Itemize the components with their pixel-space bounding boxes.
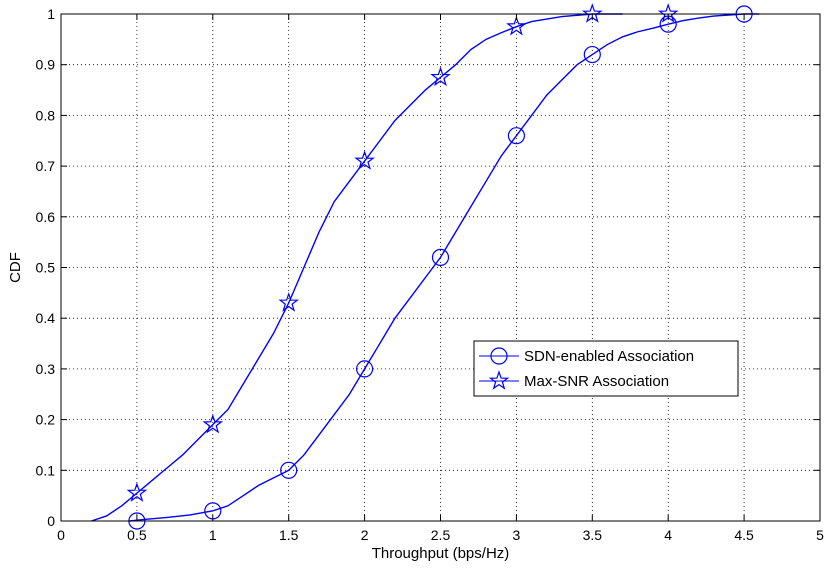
series-line bbox=[91, 13, 623, 522]
data-point-circle bbox=[280, 461, 298, 479]
legend-box bbox=[473, 340, 739, 397]
x-tick-label: 1 bbox=[209, 527, 217, 543]
y-tick-label: 0.2 bbox=[36, 412, 56, 428]
x-tick-label: 1.5 bbox=[279, 527, 299, 543]
data-point-star bbox=[430, 66, 451, 87]
data-point-star bbox=[506, 15, 527, 36]
data-point-star bbox=[126, 482, 148, 502]
x-tick-label: 3.5 bbox=[583, 527, 603, 543]
data-point-star bbox=[202, 413, 224, 434]
x-tick-label: 3 bbox=[513, 527, 521, 543]
y-tick-label: 0.4 bbox=[36, 310, 56, 326]
y-tick-label: 0.3 bbox=[36, 361, 56, 377]
y-tick-label: 0 bbox=[47, 513, 55, 529]
data-point-circle bbox=[356, 360, 374, 378]
data-point-star bbox=[354, 150, 375, 170]
x-tick-label: 0.5 bbox=[127, 527, 147, 543]
y-tick-label: 0.5 bbox=[36, 260, 56, 276]
y-tick-label: 0.9 bbox=[36, 57, 56, 73]
y-tick-label: 0.6 bbox=[36, 209, 56, 225]
y-tick-label: 0.7 bbox=[36, 158, 56, 174]
ticks: 0 0.5 1 1.5 2 2.5 3 3.5 4 4.5 5 0 0.1 0.2 0.3 0.4 0.5 0.6… bbox=[36, 6, 825, 543]
y-axis-label: CDF bbox=[7, 252, 24, 283]
series-sdn bbox=[128, 5, 760, 530]
series-layer bbox=[91, 3, 760, 530]
y-tick-label: 1 bbox=[47, 6, 55, 22]
data-point-circle bbox=[583, 45, 601, 64]
y-tick-label: 0.8 bbox=[36, 107, 56, 123]
series-line bbox=[129, 13, 760, 522]
legend-marker-max-snr bbox=[488, 370, 510, 390]
legend-circle-icon bbox=[490, 347, 508, 365]
x-tick-label: 2 bbox=[361, 527, 369, 543]
data-point-star bbox=[278, 292, 300, 312]
x-tick-label: 2.5 bbox=[431, 527, 451, 543]
legend-star-icon bbox=[488, 370, 510, 390]
legend-marker-sdn bbox=[490, 347, 508, 365]
x-tick-label: 0 bbox=[57, 527, 65, 543]
grid bbox=[61, 14, 820, 521]
x-tick-label: 5 bbox=[816, 527, 824, 543]
legend: SDN-enabled Association Max-SNR Associat… bbox=[473, 340, 739, 397]
x-tick-label: 4.5 bbox=[734, 527, 754, 543]
series-max-snr bbox=[91, 3, 679, 522]
legend-label-sdn: SDN-enabled Association bbox=[524, 348, 694, 365]
data-point-circle bbox=[507, 127, 526, 145]
legend-entry-sdn: SDN-enabled Association bbox=[479, 347, 694, 365]
y-tick-label: 0.1 bbox=[36, 462, 56, 478]
legend-entry-max-snr: Max-SNR Association bbox=[479, 370, 669, 390]
x-axis-label: Throughput (bps/Hz) bbox=[372, 545, 510, 562]
data-point-circle bbox=[431, 248, 450, 266]
legend-label-max-snr: Max-SNR Association bbox=[524, 373, 669, 390]
x-tick-label: 4 bbox=[664, 527, 672, 543]
